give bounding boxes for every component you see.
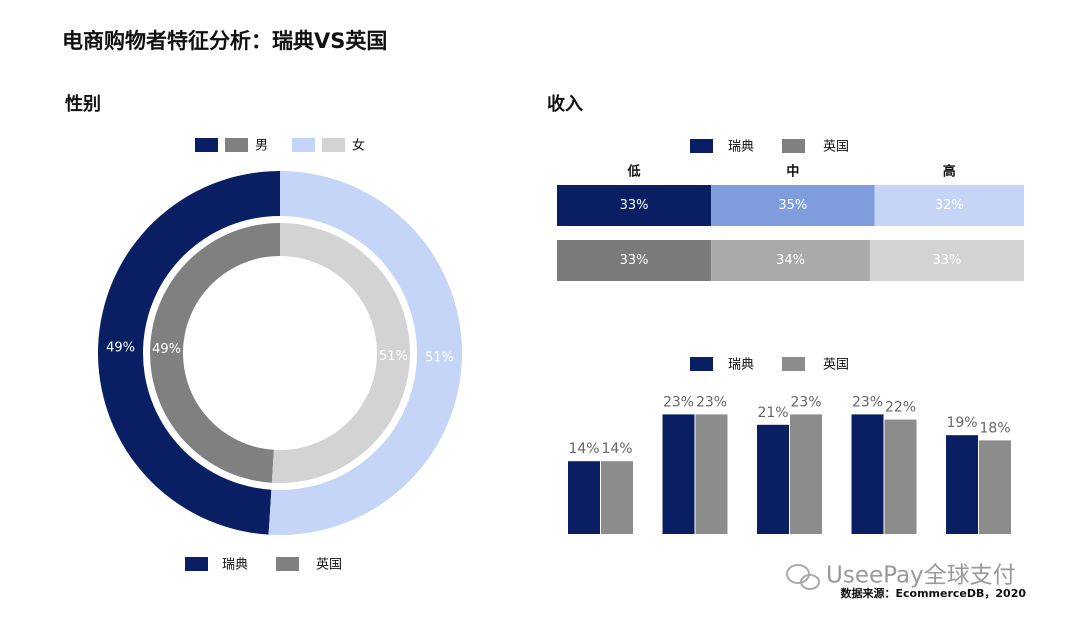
bar-segment [711,240,870,281]
legend-label: 女 [352,138,365,154]
bar-segment [874,185,1024,226]
data-label: 34% [776,253,805,268]
chart-title: 收入 [547,93,583,115]
data-label: 33% [932,253,961,268]
donut-segment [97,171,280,535]
data-label: 22% [885,400,916,416]
data-label: 49% [106,340,135,355]
legend-label: 瑞典 [728,140,754,155]
data-label: 23% [663,394,694,410]
data-label: 49% [152,342,181,357]
page-title: 电商购物者特征分析：瑞典VS英国 [62,29,387,53]
data-label: 23% [852,394,883,410]
data-label: 23% [790,394,821,410]
bar [695,414,728,534]
legend-swatch [195,138,218,152]
data-label: 51% [379,349,408,364]
bar-segment [711,185,875,226]
legend-swatch [225,138,248,152]
legend-swatch [276,557,299,571]
data-label: 33% [620,198,649,213]
bar [884,419,917,534]
category-label: 低 [627,164,641,180]
legend-swatch [782,357,805,371]
legend-label: 英国 [823,358,849,373]
bar [851,414,884,534]
data-label: 18% [979,420,1010,436]
legend-label: 瑞典 [728,358,754,373]
legend-swatch [690,357,713,371]
bar-segment [557,185,712,226]
legend-label: 男 [255,139,268,154]
data-label: 23% [696,394,727,410]
legend-swatch [185,557,208,571]
legend-swatch [782,139,805,153]
legend-swatch [292,138,315,152]
watermark: UseePay全球支付 [826,563,1016,589]
bar-segment [557,240,712,281]
bar [568,461,600,534]
bar [601,461,633,534]
data-label: 33% [620,253,649,268]
category-label: 中 [786,164,799,180]
donut-segment [268,171,462,535]
bar [662,414,695,534]
legend-swatch [322,138,345,152]
source: 数据来源：EcommerceDB，2020 [840,586,1026,600]
wechat-icon [786,564,820,590]
legend-label: 瑞典 [222,558,248,573]
legend-swatch [690,139,713,153]
bar [979,440,1011,534]
donut-segment [271,223,411,483]
legend-label: 英国 [316,558,342,573]
data-label: 21% [757,405,788,421]
data-label: 14% [568,441,599,457]
data-label: 14% [601,441,632,457]
data-label: 35% [778,198,807,213]
category-label: 高 [943,164,956,180]
data-label: 32% [935,198,964,213]
data-label: 19% [946,415,977,431]
data-label: 51% [425,351,454,366]
bar-segment [869,240,1024,281]
donut-segment [150,223,280,483]
bar [790,414,822,534]
bar [946,435,978,534]
chart-title: 性别 [65,93,101,115]
legend-label: 英国 [823,140,849,155]
bar [757,424,789,534]
